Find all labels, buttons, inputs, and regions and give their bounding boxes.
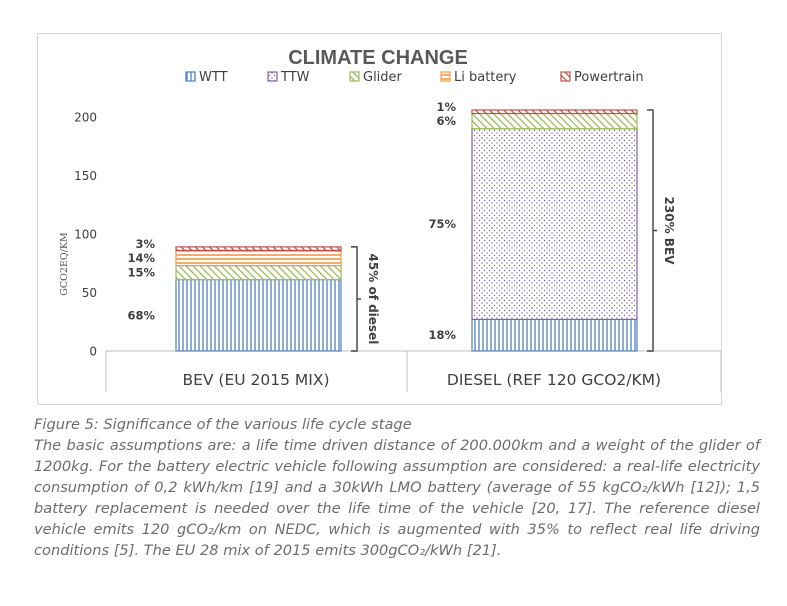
bar-segment [471, 128, 638, 321]
x-tick-label: BEV (EU 2015 MIX) [182, 371, 329, 389]
legend-label: TTW [280, 70, 310, 85]
caption-title: Figure 5: Significance of the various li… [34, 416, 412, 433]
legend-swatch [185, 71, 196, 82]
legend-swatch [440, 71, 451, 82]
data-label: 3% [135, 237, 155, 251]
data-label: 68% [127, 308, 155, 322]
y-tick-label: 0 [89, 345, 97, 359]
caption-body: The basic assumptions are: a life time d… [34, 437, 760, 559]
annotation-bracket [647, 109, 657, 352]
chart-frame: CLIMATE CHANGE WTT TTW Glider Li battery Pow… [37, 33, 722, 405]
chart-svg: CLIMATE CHANGE WTT TTW Glider Li battery Pow… [59, 47, 721, 392]
legend-swatch [267, 71, 278, 82]
legend-swatch [349, 71, 360, 82]
legend-label: WTT [199, 70, 228, 85]
bar-segment [175, 264, 342, 281]
legend-label: Powertrain [574, 70, 644, 85]
x-tick-label: DIESEL (REF 120 GCO2/KM) [447, 371, 661, 389]
bar-segment [175, 246, 342, 251]
bar-segment [471, 109, 638, 115]
data-label: 14% [127, 251, 155, 265]
data-label: 75% [428, 217, 456, 231]
chart-annotations: 45% of diesel 230% BEV [351, 109, 676, 352]
chart-title: CLIMATE CHANGE [288, 47, 468, 69]
bar-segment [471, 112, 638, 130]
data-label: 6% [436, 114, 456, 128]
figure-caption: Figure 5: Significance of the various li… [34, 414, 760, 561]
bar-segment [175, 279, 342, 352]
legend-label: Glider [363, 70, 403, 85]
annotation-label: 230% BEV [662, 197, 676, 266]
chart-legend: WTT TTW Glider Li battery Powertrain [185, 70, 644, 85]
legend-label: Li battery [454, 70, 517, 85]
annotation-bracket [351, 246, 361, 352]
data-label: 18% [428, 328, 456, 342]
y-tick-label: 150 [74, 169, 97, 183]
bar-segment [175, 249, 342, 267]
data-label: 15% [127, 266, 155, 280]
data-label: 1% [436, 100, 456, 114]
y-axis-label: GCO2EQ/KM [59, 232, 70, 296]
y-tick-label: 50 [82, 286, 97, 300]
bar-segment [471, 318, 638, 352]
y-tick-label: 100 [74, 228, 97, 242]
legend-swatch [560, 71, 571, 82]
annotation-label: 45% of diesel [366, 254, 380, 345]
chart-bars: 68% 15%14%3% 18% 75% 6%1% [127, 100, 638, 352]
y-tick-label: 200 [74, 111, 97, 125]
